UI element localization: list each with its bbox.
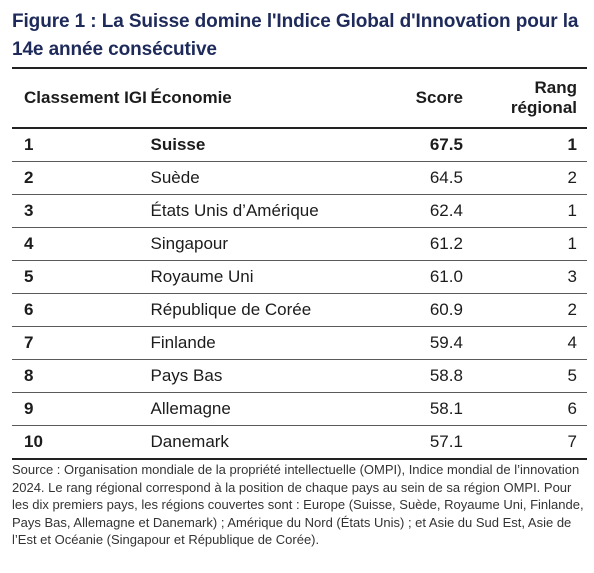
source-note: Source : Organisation mondiale de la pro… <box>12 462 584 547</box>
cell-rank: 5 <box>12 260 151 294</box>
cell-score: 58.8 <box>365 359 463 393</box>
cell-score: 60.9 <box>365 293 463 327</box>
cell-economy: Singapour <box>150 227 366 261</box>
cell-score: 64.5 <box>365 161 463 195</box>
cell-score: 61.2 <box>365 227 463 261</box>
cell-score: 67.5 <box>365 128 463 162</box>
cell-regional-rank: 2 <box>462 293 587 327</box>
header-score: Score <box>365 67 463 129</box>
cell-rank: 1 <box>12 128 151 162</box>
cell-regional-rank: 3 <box>462 260 587 294</box>
cell-economy: Finlande <box>150 326 366 360</box>
cell-regional-rank: 1 <box>462 194 587 228</box>
cell-regional-rank: 1 <box>462 227 587 261</box>
cell-economy: Pays Bas <box>150 359 366 393</box>
cell-score: 61.0 <box>365 260 463 294</box>
cell-economy: République de Corée <box>150 293 366 327</box>
header-economy: Économie <box>150 67 366 129</box>
table-row: 6 République de Corée 60.9 2 <box>12 293 587 327</box>
cell-economy: États Unis d’Amérique <box>150 194 366 228</box>
table-row: 2 Suède 64.5 2 <box>12 161 587 195</box>
cell-rank: 10 <box>12 425 151 460</box>
cell-rank: 4 <box>12 227 151 261</box>
ranking-table: Classement IGI Économie Score Rang régio… <box>12 67 587 460</box>
table-row: 7 Finlande 59.4 4 <box>12 326 587 360</box>
cell-regional-rank: 4 <box>462 326 587 360</box>
cell-rank: 6 <box>12 293 151 327</box>
cell-regional-rank: 5 <box>462 359 587 393</box>
header-rank: Classement IGI <box>12 67 151 129</box>
table-row: 4 Singapour 61.2 1 <box>12 227 587 261</box>
table-row: 1 Suisse 67.5 1 <box>12 128 587 162</box>
cell-economy: Suisse <box>150 128 366 162</box>
table-row: 9 Allemagne 58.1 6 <box>12 392 587 426</box>
cell-rank: 7 <box>12 326 151 360</box>
cell-economy: Danemark <box>150 425 366 460</box>
cell-regional-rank: 2 <box>462 161 587 195</box>
table-row: 5 Royaume Uni 61.0 3 <box>12 260 587 294</box>
cell-economy: Suède <box>150 161 366 195</box>
cell-regional-rank: 1 <box>462 128 587 162</box>
table-row: 3 États Unis d’Amérique 62.4 1 <box>12 194 587 228</box>
table-row: 10 Danemark 57.1 7 <box>12 425 587 460</box>
table-row: 8 Pays Bas 58.8 5 <box>12 359 587 393</box>
cell-rank: 2 <box>12 161 151 195</box>
cell-score: 58.1 <box>365 392 463 426</box>
cell-rank: 9 <box>12 392 151 426</box>
cell-economy: Allemagne <box>150 392 366 426</box>
cell-rank: 3 <box>12 194 151 228</box>
header-regional-rank: Rang régional <box>462 67 587 129</box>
cell-regional-rank: 7 <box>462 425 587 460</box>
cell-regional-rank: 6 <box>462 392 587 426</box>
figure-title: Figure 1 : La Suisse domine l'Indice Glo… <box>12 11 579 60</box>
cell-score: 59.4 <box>365 326 463 360</box>
cell-score: 57.1 <box>365 425 463 460</box>
table-header-row: Classement IGI Économie Score Rang régio… <box>12 67 587 129</box>
cell-rank: 8 <box>12 359 151 393</box>
cell-score: 62.4 <box>365 194 463 228</box>
cell-economy: Royaume Uni <box>150 260 366 294</box>
